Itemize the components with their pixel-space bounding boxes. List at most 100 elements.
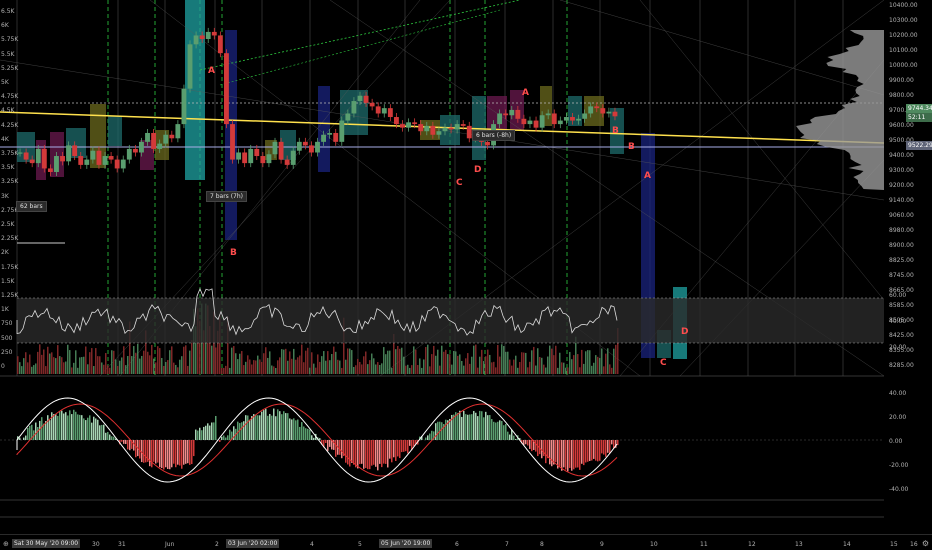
candle-body bbox=[278, 141, 284, 160]
volume-bar bbox=[467, 353, 469, 374]
gear-icon[interactable]: ⚙ bbox=[921, 539, 929, 548]
volume-bar bbox=[533, 346, 535, 374]
macd-histogram-bar bbox=[579, 440, 581, 470]
volume-bar bbox=[85, 346, 87, 374]
volume-bar bbox=[271, 365, 273, 374]
macd-histogram-bar bbox=[583, 440, 585, 466]
volume-bar bbox=[505, 351, 507, 374]
volume-bar bbox=[579, 367, 581, 374]
macd-histogram-bar bbox=[267, 415, 269, 440]
volume-bar bbox=[77, 367, 79, 374]
macd-histogram-bar bbox=[385, 440, 387, 464]
volume-bar bbox=[367, 364, 369, 374]
volume-bar bbox=[395, 349, 397, 374]
macd-histogram-bar bbox=[107, 431, 109, 440]
macd-histogram-bar bbox=[363, 440, 365, 469]
macd-tick-label: 0.00 bbox=[889, 438, 903, 445]
macd-histogram-bar bbox=[45, 421, 47, 440]
volume-bar bbox=[17, 356, 19, 374]
volume-bar bbox=[277, 360, 279, 374]
volume-bar bbox=[369, 360, 371, 374]
macd-tick-label: 40.00 bbox=[889, 390, 907, 397]
gann-ray bbox=[639, 0, 885, 301]
volume-bar bbox=[209, 326, 211, 374]
volume-bar bbox=[143, 350, 145, 374]
candle-body bbox=[515, 109, 521, 119]
volume-bar bbox=[131, 356, 133, 374]
macd-histogram-bar bbox=[37, 427, 39, 440]
candle-body bbox=[588, 106, 594, 114]
volume-bar bbox=[309, 367, 311, 374]
volume-bar bbox=[47, 346, 49, 374]
price-axis-strip[interactable] bbox=[884, 0, 932, 534]
volume-bar bbox=[457, 355, 459, 374]
time-axis-strip[interactable] bbox=[0, 534, 932, 550]
macd-histogram-bar bbox=[341, 440, 343, 459]
volume-bar bbox=[493, 361, 495, 374]
macd-histogram-bar bbox=[429, 433, 431, 440]
macd-histogram-bar bbox=[179, 440, 181, 466]
price-tick-label: 9900.00 bbox=[889, 77, 914, 84]
volume-bar bbox=[307, 347, 309, 374]
volume-bar bbox=[591, 365, 593, 374]
zoom-icon[interactable]: ⊕ bbox=[3, 540, 9, 548]
macd-histogram-bar bbox=[239, 423, 241, 440]
volume-bar bbox=[419, 358, 421, 374]
volume-bar bbox=[65, 361, 67, 374]
volume-bar bbox=[217, 330, 219, 374]
volume-bar bbox=[465, 358, 467, 374]
macd-histogram-bar bbox=[465, 414, 467, 440]
macd-histogram-bar bbox=[369, 440, 371, 470]
candle-body bbox=[400, 124, 405, 128]
macd-histogram-bar bbox=[585, 440, 587, 463]
macd-histogram-bar bbox=[347, 440, 349, 465]
pattern-zone bbox=[50, 132, 64, 177]
volume-bar bbox=[427, 344, 429, 374]
volume-bar bbox=[261, 361, 263, 374]
trend-line bbox=[219, 9, 501, 86]
pattern-zone bbox=[420, 120, 440, 140]
macd-histogram-bar bbox=[257, 415, 259, 440]
macd-histogram-bar bbox=[553, 440, 555, 465]
macd-histogram-bar bbox=[115, 438, 117, 440]
macd-histogram-bar bbox=[263, 410, 265, 440]
macd-histogram-bar bbox=[611, 440, 613, 445]
candle-body bbox=[193, 35, 199, 45]
volume-bar bbox=[393, 333, 395, 374]
volume-bar bbox=[441, 345, 443, 374]
macd-histogram-bar bbox=[287, 413, 289, 440]
macd-histogram-bar bbox=[165, 440, 167, 468]
macd-histogram-bar bbox=[255, 414, 257, 440]
volume-bar bbox=[333, 346, 335, 374]
macd-histogram-bar bbox=[489, 415, 491, 440]
volume-tick-label: 1.75K bbox=[1, 263, 19, 271]
macd-histogram-bar bbox=[409, 440, 411, 446]
volume-tick-label: 1.25K bbox=[1, 292, 19, 299]
volume-bar bbox=[581, 349, 583, 374]
volume-bar bbox=[459, 354, 461, 374]
pattern-label-b: B bbox=[628, 142, 635, 152]
candle-body bbox=[169, 134, 175, 139]
time-tick-label: 5 bbox=[358, 541, 362, 548]
candle-body bbox=[466, 125, 472, 139]
time-tick-label: 12 bbox=[748, 541, 756, 548]
macd-histogram-bar bbox=[555, 440, 557, 463]
macd-histogram-bar bbox=[615, 440, 617, 448]
time-tick-label: 10 bbox=[650, 541, 658, 548]
volume-bar bbox=[183, 346, 185, 374]
macd-histogram-bar bbox=[159, 440, 161, 468]
volume-bar bbox=[573, 355, 575, 374]
volume-bar bbox=[389, 350, 391, 374]
volume-bar bbox=[603, 366, 605, 374]
macd-histogram-bar bbox=[593, 440, 595, 459]
macd-histogram-bar bbox=[421, 436, 423, 440]
macd-histogram-bar bbox=[589, 440, 591, 462]
volume-bar bbox=[189, 350, 191, 374]
price-tick-label: 9140.00 bbox=[889, 197, 914, 204]
volume-bar bbox=[257, 355, 259, 374]
volume-bar bbox=[451, 364, 453, 374]
macd-histogram-bar bbox=[601, 440, 603, 454]
candle-body bbox=[120, 159, 126, 169]
volume-bar bbox=[245, 361, 247, 374]
